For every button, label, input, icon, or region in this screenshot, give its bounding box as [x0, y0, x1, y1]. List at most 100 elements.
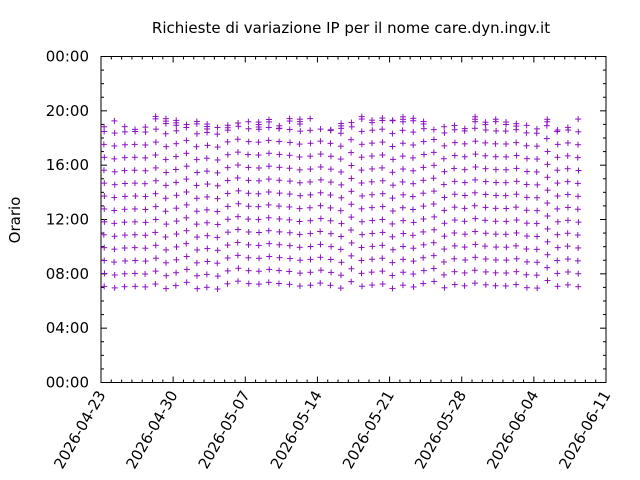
- data-point: [379, 216, 386, 223]
- data-point: [183, 253, 190, 260]
- data-point: [513, 204, 520, 211]
- data-point: [359, 231, 366, 238]
- data-point: [234, 278, 241, 285]
- data-point: [493, 192, 500, 199]
- data-point: [461, 153, 468, 160]
- data-point: [554, 231, 561, 238]
- data-point: [554, 127, 561, 134]
- data-point: [203, 206, 210, 213]
- data-point: [369, 282, 376, 289]
- data-point: [131, 244, 138, 251]
- data-point: [131, 180, 138, 187]
- data-point: [482, 119, 489, 126]
- data-point: [121, 270, 128, 277]
- data-point: [266, 240, 273, 247]
- data-point: [163, 169, 170, 176]
- data-point: [502, 231, 509, 238]
- data-point: [420, 267, 427, 274]
- data-point: [482, 256, 489, 263]
- data-point: [441, 284, 448, 291]
- data-point: [399, 127, 406, 134]
- data-point: [152, 113, 159, 120]
- data-point: [317, 254, 324, 261]
- data-point: [152, 281, 159, 288]
- data-point: [328, 269, 335, 276]
- data-point: [348, 201, 355, 208]
- data-point: [472, 228, 479, 235]
- data-point: [266, 253, 273, 260]
- data-point: [255, 203, 262, 210]
- data-point: [203, 168, 210, 175]
- data-point: [348, 136, 355, 143]
- data-point: [224, 242, 231, 249]
- data-point: [173, 127, 180, 134]
- data-point: [276, 267, 283, 274]
- data-point: [410, 271, 417, 278]
- data-point: [379, 115, 386, 122]
- data-point: [399, 153, 406, 160]
- data-point: [472, 138, 479, 145]
- data-point: [121, 180, 128, 187]
- data-point: [390, 156, 397, 163]
- data-point: [482, 217, 489, 224]
- data-point: [142, 141, 149, 148]
- data-point: [193, 156, 200, 163]
- data-point: [317, 176, 324, 183]
- data-point: [451, 229, 458, 236]
- data-point: [317, 280, 324, 287]
- data-point: [224, 138, 231, 145]
- data-point: [203, 155, 210, 162]
- data-point: [400, 243, 407, 250]
- x-tick-label: 2026-05-14: [267, 388, 326, 473]
- data-point: [379, 229, 386, 236]
- data-point: [451, 204, 458, 211]
- data-point: [451, 191, 458, 198]
- data-point: [492, 153, 499, 160]
- y-tick-label: 00:00: [46, 48, 89, 66]
- data-point: [142, 219, 149, 226]
- data-point: [142, 167, 149, 174]
- data-point: [379, 203, 386, 210]
- data-point: [379, 139, 386, 146]
- data-point: [307, 153, 314, 160]
- data-point: [255, 139, 262, 146]
- data-point: [399, 113, 406, 120]
- data-point: [276, 215, 283, 222]
- data-point: [204, 142, 211, 149]
- data-point: [204, 232, 211, 239]
- data-point: [358, 154, 365, 161]
- data-point: [338, 194, 345, 201]
- data-point: [286, 178, 293, 185]
- data-point: [410, 258, 417, 265]
- data-point: [111, 207, 118, 214]
- data-point: [410, 245, 417, 252]
- data-point: [142, 283, 149, 290]
- data-point: [142, 206, 149, 213]
- data-point: [492, 256, 499, 263]
- data-point: [224, 229, 231, 236]
- data-point: [327, 191, 334, 198]
- data-point: [574, 193, 581, 200]
- data-point: [461, 218, 468, 225]
- data-point: [317, 163, 324, 170]
- data-point: [152, 216, 159, 223]
- data-point: [441, 246, 448, 253]
- data-point: [235, 200, 242, 207]
- data-point: [502, 128, 509, 135]
- data-point: [194, 234, 201, 241]
- y-tick-label: 12:00: [46, 211, 89, 229]
- data-point: [523, 245, 530, 252]
- data-point: [369, 256, 376, 263]
- data-point: [544, 187, 551, 194]
- data-point: [482, 243, 489, 250]
- data-point: [245, 228, 252, 235]
- data-point: [379, 190, 386, 197]
- data-point: [472, 215, 479, 222]
- x-tick-label: 2026-05-21: [339, 388, 398, 473]
- data-point: [183, 240, 190, 247]
- data-point: [131, 141, 138, 148]
- data-point: [503, 218, 510, 225]
- data-point: [544, 212, 551, 219]
- data-point: [193, 221, 200, 228]
- data-point: [400, 166, 407, 173]
